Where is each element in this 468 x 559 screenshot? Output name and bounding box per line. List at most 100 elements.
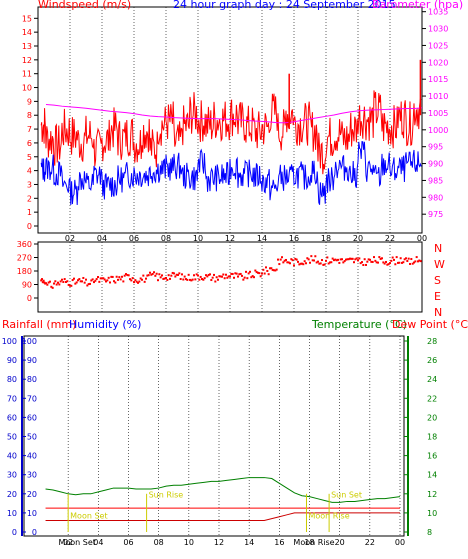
temperature-tick-label: 28	[427, 337, 437, 346]
direction-point	[57, 281, 59, 284]
direction-point	[117, 278, 119, 281]
windspeed-tick-label: 15	[22, 14, 32, 23]
direction-point	[107, 276, 110, 279]
direction-point	[81, 280, 83, 283]
direction-point	[70, 284, 73, 287]
windspeed-tick-label: 10	[22, 84, 32, 93]
barometer-label: Barometer (hpa)	[372, 0, 463, 11]
direction-point	[371, 260, 374, 263]
temperature-tick-label: 12	[427, 490, 437, 499]
direction-point	[165, 277, 167, 280]
direction-point	[353, 261, 355, 264]
direction-point	[222, 273, 225, 276]
direction-point	[231, 272, 234, 275]
direction-point	[242, 278, 245, 281]
direction-point	[239, 272, 242, 275]
compass-label: S	[434, 274, 441, 287]
direction-point	[267, 273, 270, 276]
direction-point	[407, 257, 410, 260]
direction-point	[289, 262, 291, 265]
direction-point	[346, 258, 349, 261]
direction-point	[233, 276, 235, 279]
windspeed-tick-label: 1	[27, 208, 32, 217]
direction-point	[147, 274, 150, 277]
temperature-series-line	[45, 477, 401, 503]
direction-point	[394, 263, 397, 266]
direction-point	[311, 259, 314, 262]
direction-point	[115, 275, 118, 278]
direction-point	[207, 273, 210, 276]
direction-point	[215, 276, 218, 279]
direction-point	[127, 274, 130, 277]
direction-point	[179, 278, 182, 281]
humidity-label: Humidity (%)	[69, 318, 141, 331]
direction-point	[95, 278, 98, 281]
barometer-tick-label: 985	[428, 176, 443, 185]
direction-point	[98, 280, 101, 283]
windspeed-tick-label: 14	[22, 28, 32, 37]
direction-point	[335, 259, 338, 262]
humidity-tick-label: 40	[27, 452, 37, 461]
rainfall-label: Rainfall (mm)	[2, 318, 76, 331]
direction-point	[219, 275, 222, 278]
direction-point	[343, 260, 346, 263]
rainfall-tick-label: 20	[7, 490, 17, 499]
direction-point	[363, 258, 366, 261]
direction-point	[385, 260, 387, 263]
rainfall-series-line	[45, 512, 400, 522]
direction-point	[135, 280, 138, 283]
direction-point	[73, 277, 75, 280]
humidity-tick-label: 50	[27, 433, 37, 442]
direction-point	[227, 275, 230, 278]
direction-point	[414, 260, 417, 263]
direction-point	[257, 271, 259, 274]
temperature-tick-label: 8	[427, 528, 432, 537]
direction-point	[266, 269, 269, 272]
direction-point	[347, 258, 350, 261]
temperature-tick-label: 24	[427, 375, 437, 384]
direction-point	[185, 278, 187, 281]
direction-point	[217, 278, 219, 281]
direction-point	[306, 257, 309, 260]
direction-point	[313, 259, 315, 262]
direction-point	[134, 279, 137, 282]
direction-point	[277, 258, 279, 261]
direction-point	[378, 256, 381, 259]
direction-point	[97, 276, 99, 279]
direction-point	[291, 259, 294, 262]
direction-point	[214, 280, 217, 283]
direction-point	[341, 258, 343, 261]
temperature-tick-label: 16	[427, 452, 437, 461]
direction-point	[49, 280, 51, 283]
bottom-x-tick-label: 04	[93, 538, 103, 547]
temperature-label: Temperature (°C)	[311, 318, 407, 331]
direction-point	[361, 261, 363, 264]
direction-point	[118, 276, 121, 279]
direction-point	[282, 261, 285, 264]
direction-point	[325, 259, 327, 262]
direction-point	[286, 261, 289, 264]
bottom-x-tick-label: 14	[244, 538, 254, 547]
bottom-x-tick-label: 10	[184, 538, 194, 547]
direction-point	[279, 258, 282, 261]
direction-point	[250, 276, 253, 279]
barometer-tick-label: 1005	[428, 109, 448, 118]
direction-point	[149, 271, 151, 274]
direction-point	[366, 260, 369, 263]
direction-point	[211, 276, 214, 279]
direction-point	[101, 277, 103, 280]
direction-point	[206, 275, 209, 278]
direction-point	[339, 258, 342, 261]
direction-tick-label: 360	[17, 240, 32, 249]
direction-point	[255, 271, 258, 274]
direction-point	[241, 274, 243, 277]
direction-point	[251, 275, 254, 278]
direction-point	[74, 282, 77, 285]
direction-point	[362, 264, 365, 267]
direction-point	[309, 261, 311, 264]
direction-point	[281, 256, 283, 259]
direction-point	[326, 256, 329, 259]
direction-point	[295, 258, 298, 261]
direction-point	[138, 280, 141, 283]
direction-point	[405, 257, 407, 260]
